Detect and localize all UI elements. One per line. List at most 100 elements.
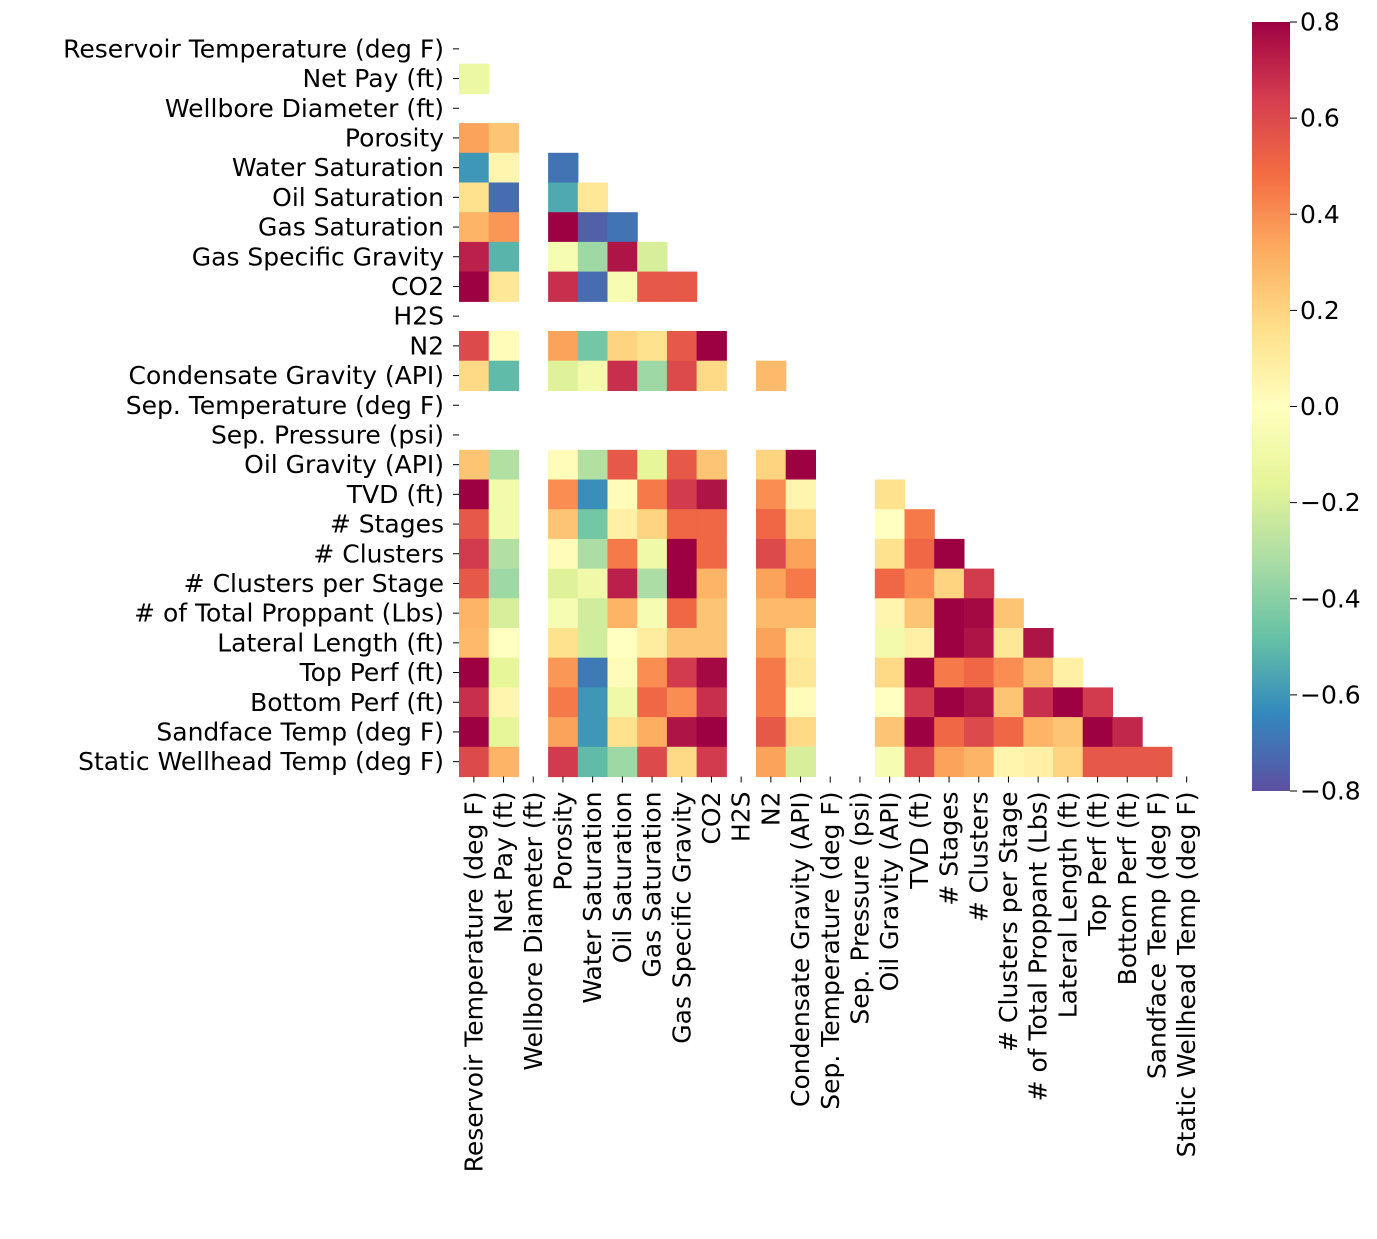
heatmap-cell <box>696 746 727 778</box>
heatmap-cell <box>904 746 935 778</box>
colorbar-tick-label: 0.8 <box>1300 8 1340 37</box>
heatmap-cell <box>577 449 609 481</box>
heatmap-cell <box>459 568 490 599</box>
heatmap-cell <box>548 152 579 184</box>
heatmap-cell <box>637 628 668 659</box>
heatmap-cell <box>904 598 935 629</box>
heatmap-cell <box>548 182 579 213</box>
heatmap-cell <box>934 598 965 629</box>
heatmap-cell <box>993 687 1024 718</box>
y-tick-label: # of Total Proppant (Lbs) <box>134 599 444 628</box>
heatmap-cell <box>607 360 638 391</box>
heatmap-cell <box>666 657 698 688</box>
heatmap-cell <box>459 449 490 481</box>
heatmap-cell <box>756 360 787 391</box>
heatmap-cell <box>548 271 579 302</box>
heatmap-cell <box>1082 746 1113 778</box>
heatmap-cell <box>459 657 490 688</box>
heatmap-cell <box>756 479 787 510</box>
colorbar-tick-label: −0.2 <box>1300 488 1361 517</box>
colorbar-tick-label: 0.6 <box>1300 104 1340 133</box>
heatmap-cell <box>1053 746 1084 778</box>
heatmap-cell <box>1082 717 1113 748</box>
heatmap-cell <box>459 687 490 718</box>
heatmap-cell <box>637 568 668 599</box>
y-tick-label: Condensate Gravity (API) <box>129 361 444 390</box>
y-tick-label: Gas Specific Gravity <box>192 242 444 271</box>
heatmap-cell <box>696 360 727 391</box>
heatmap-cell <box>696 509 727 540</box>
heatmap-cell <box>548 598 579 629</box>
heatmap-cell <box>637 360 668 391</box>
heatmap-cell <box>637 241 668 273</box>
heatmap-cell <box>548 449 579 481</box>
heatmap-cell <box>785 509 816 540</box>
heatmap-cell <box>459 123 490 154</box>
x-tick-label: Lateral Length (ft) <box>1053 792 1082 1019</box>
heatmap-cell <box>607 241 638 273</box>
heatmap-cell <box>607 271 638 302</box>
heatmap-cell <box>904 509 935 540</box>
heatmap-cells <box>459 63 1173 778</box>
heatmap-cell <box>696 687 727 718</box>
colorbar-gradient <box>1252 22 1290 791</box>
y-tick-label: N2 <box>409 331 444 360</box>
heatmap-cell <box>459 241 490 273</box>
heatmap-cell <box>459 538 490 570</box>
heatmap-cell <box>577 360 609 391</box>
x-tick-label: # Clusters per Stage <box>994 791 1023 1051</box>
heatmap-cell <box>548 568 579 599</box>
y-axis-labels: Reservoir Temperature (deg F)Net Pay (ft… <box>63 34 459 776</box>
x-tick-label: Net Pay (ft) <box>489 792 518 934</box>
heatmap-cell <box>577 509 609 540</box>
heatmap-cell <box>637 746 668 778</box>
heatmap-cell <box>666 538 698 570</box>
heatmap-cell <box>577 717 609 748</box>
heatmap-cell <box>577 182 609 213</box>
heatmap-cell <box>934 568 965 599</box>
heatmap-cell <box>548 331 579 362</box>
x-tick-label: Oil Saturation <box>608 792 637 964</box>
x-tick-label: CO2 <box>697 792 726 845</box>
y-tick-label: Porosity <box>345 123 444 152</box>
heatmap-cell <box>607 598 638 629</box>
heatmap-cell <box>934 628 965 659</box>
colorbar: 0.8 0.6 0.4 0.2 0.0 −0.2 −0.4 −0.6 −0.8 <box>1252 8 1361 806</box>
heatmap-cell <box>666 628 698 659</box>
x-tick-label: Oil Gravity (API) <box>875 792 904 992</box>
heatmap-cell <box>637 331 668 362</box>
heatmap-cell <box>1053 687 1084 718</box>
heatmap-cell <box>637 687 668 718</box>
heatmap-cell <box>993 628 1024 659</box>
heatmap-cell <box>607 212 638 243</box>
heatmap-cell <box>459 212 490 243</box>
heatmap-cell <box>993 717 1024 748</box>
y-tick-label: Sep. Temperature (deg F) <box>126 391 444 420</box>
heatmap-cell <box>756 598 787 629</box>
heatmap-cell <box>488 212 519 243</box>
heatmap-cell <box>548 538 579 570</box>
heatmap-cell <box>637 479 668 510</box>
heatmap-cell <box>904 628 935 659</box>
heatmap-cell <box>607 746 638 778</box>
heatmap-cell <box>488 746 519 778</box>
heatmap-cell <box>577 746 609 778</box>
heatmap-cell <box>904 568 935 599</box>
heatmap-cell <box>666 717 698 748</box>
heatmap-cell <box>488 538 519 570</box>
heatmap-cell <box>637 598 668 629</box>
heatmap-cell <box>459 63 490 94</box>
heatmap-cell <box>548 657 579 688</box>
heatmap-cell <box>785 449 816 481</box>
x-tick-label: N2 <box>756 792 785 827</box>
heatmap-cell <box>756 717 787 748</box>
y-tick-label: Gas Saturation <box>258 213 444 242</box>
heatmap-cell <box>785 598 816 629</box>
heatmap-cell <box>637 509 668 540</box>
y-tick-label: Oil Saturation <box>272 183 444 212</box>
colorbar-tick-label: −0.8 <box>1300 777 1361 806</box>
heatmap-cell <box>963 717 995 748</box>
heatmap-cell <box>696 657 727 688</box>
heatmap-cell <box>459 717 490 748</box>
heatmap-cell <box>993 657 1024 688</box>
